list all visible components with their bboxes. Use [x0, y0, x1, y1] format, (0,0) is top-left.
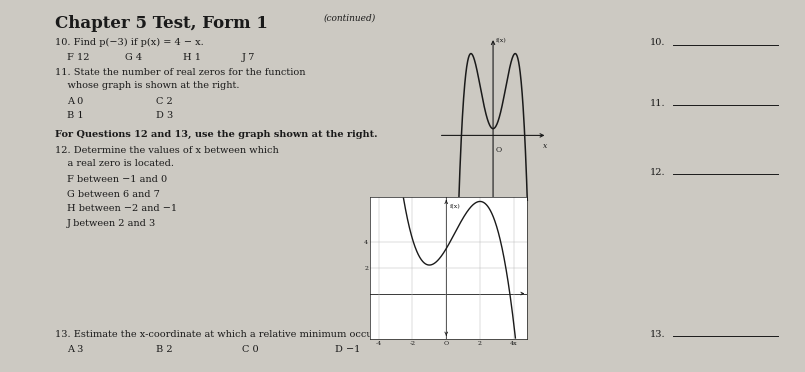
Text: f(x): f(x): [450, 203, 460, 209]
Text: C 2: C 2: [156, 97, 173, 106]
Text: G between 6 and 7: G between 6 and 7: [67, 190, 159, 199]
Text: 10.: 10.: [650, 38, 665, 47]
Text: F between −1 and 0: F between −1 and 0: [67, 175, 167, 184]
Text: A 0: A 0: [67, 97, 83, 106]
Text: J between 2 and 3: J between 2 and 3: [67, 219, 156, 228]
Text: a real zero is located.: a real zero is located.: [56, 159, 174, 169]
Text: 12.: 12.: [650, 168, 665, 177]
Text: G 4: G 4: [125, 53, 142, 62]
Text: f(x): f(x): [495, 38, 506, 43]
Text: O: O: [495, 146, 502, 154]
Text: H 1: H 1: [184, 53, 201, 62]
Text: J 7: J 7: [242, 53, 255, 62]
Text: (continued): (continued): [324, 14, 375, 23]
Text: F 12: F 12: [67, 53, 89, 62]
Text: Chapter 5 Test, Form 1: Chapter 5 Test, Form 1: [56, 15, 268, 32]
Text: C 0: C 0: [242, 344, 258, 353]
Text: A 3: A 3: [67, 344, 83, 353]
Text: 13. Estimate the x-coordinate at which a relative minimum occurs.: 13. Estimate the x-coordinate at which a…: [56, 330, 386, 339]
Text: D 3: D 3: [156, 111, 173, 120]
Text: whose graph is shown at the right.: whose graph is shown at the right.: [56, 81, 240, 90]
Text: 11.: 11.: [650, 99, 665, 108]
Text: For Questions 12 and 13, use the graph shown at the right.: For Questions 12 and 13, use the graph s…: [56, 129, 378, 138]
Text: B 1: B 1: [67, 111, 84, 120]
Text: x: x: [543, 142, 547, 150]
Text: 12. Determine the values of x between which: 12. Determine the values of x between wh…: [56, 146, 279, 155]
Text: D −1: D −1: [335, 344, 361, 353]
Text: H between −2 and −1: H between −2 and −1: [67, 204, 177, 213]
Text: 13.: 13.: [650, 330, 665, 339]
Text: 10. Find p(−3) if p(x) = 4 − x.: 10. Find p(−3) if p(x) = 4 − x.: [56, 38, 204, 48]
Text: B 2: B 2: [156, 344, 173, 353]
Text: 11. State the number of real zeros for the function: 11. State the number of real zeros for t…: [56, 68, 306, 77]
